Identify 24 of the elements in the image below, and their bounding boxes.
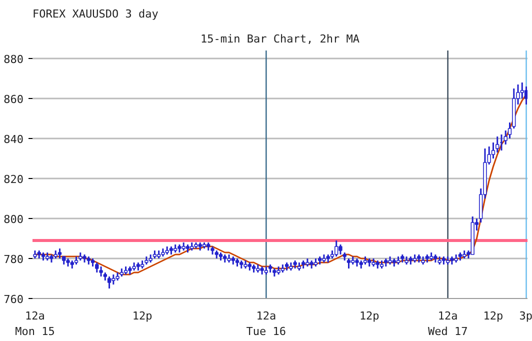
- x-tick-label: 12a Tue 16: [246, 310, 286, 338]
- y-tick-label: 760: [4, 293, 24, 306]
- y-tick-label: 780: [4, 253, 24, 266]
- x-tick-label: 12p: [132, 310, 152, 322]
- candlestick: [99, 266, 103, 278]
- y-tick-label: 860: [4, 93, 24, 106]
- candlestick: [95, 262, 99, 274]
- candlestick: [334, 240, 338, 258]
- candlestick: [58, 248, 62, 260]
- candlestick: [107, 276, 112, 290]
- y-tick-label: 880: [4, 53, 24, 66]
- y-tick-label: 820: [4, 173, 24, 186]
- candlestick: [524, 86, 528, 106]
- x-tick-label: 12a Mon 15: [15, 310, 55, 338]
- y-tick-label: 840: [4, 133, 24, 146]
- x-tick-label: 12p: [483, 310, 504, 322]
- y-tick-label: 800: [4, 213, 24, 226]
- chart-title: FOREX XAUUSDO 3 day: [32, 8, 159, 20]
- candlestick: [338, 244, 342, 256]
- x-tick-label: 12p: [359, 310, 380, 322]
- chart-subtitle: 15-min Bar Chart, 2hr MA: [200, 32, 360, 46]
- candlestick: [112, 274, 116, 286]
- x-tick-label: 3p: [519, 310, 532, 322]
- x-tick-label: 12a Wed 17: [428, 310, 468, 338]
